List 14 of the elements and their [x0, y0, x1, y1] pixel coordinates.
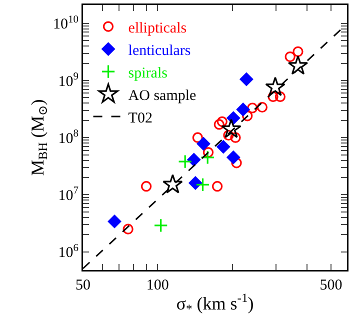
x-tick-label: 500	[320, 278, 342, 294]
legend-label: ellipticals	[128, 20, 187, 36]
legend-label: lenticulars	[128, 42, 191, 59]
y-tick-label: 10$^{10}$	[53, 14, 78, 33]
x-axis-title: σ$_{*}$ (km s$^{-1}$)	[176, 290, 254, 316]
legend-label: spirals	[128, 65, 168, 82]
legend-label: AO sample	[128, 88, 197, 104]
y-tick-label: 10$^{8}$	[58, 128, 78, 147]
y-tick-label: 10$^{7}$	[58, 186, 78, 204]
y-tick-label: 10$^{9}$	[58, 71, 78, 90]
x-tick-label: 50	[76, 278, 90, 294]
y-tick-label: 10$^{6}$	[58, 242, 78, 262]
legend-label: T02	[128, 110, 152, 126]
x-tick-label: 100	[146, 278, 169, 294]
